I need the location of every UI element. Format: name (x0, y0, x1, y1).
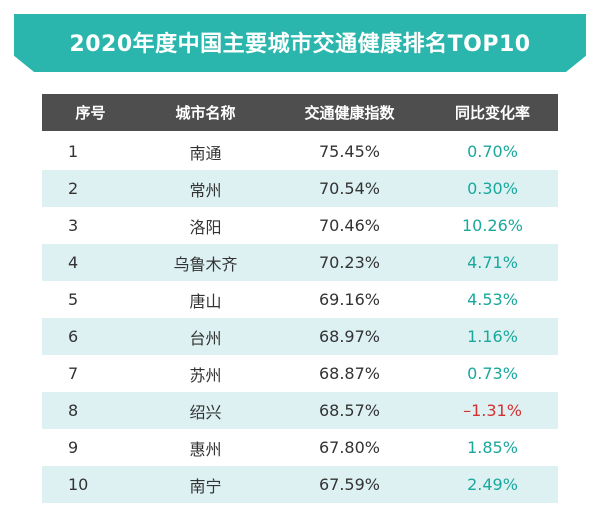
change-cell: 0.30% (467, 179, 518, 198)
index-cell: 68.97% (318, 327, 380, 346)
change-cell: 4.53% (467, 290, 518, 309)
change-cell: 4.71% (467, 253, 518, 272)
index-cell: 67.59% (318, 475, 380, 494)
index-cell: 68.57% (318, 401, 380, 420)
rank-cell: 7 (68, 364, 79, 383)
index-cell: 69.16% (318, 290, 380, 309)
rank-cell: 9 (68, 438, 79, 457)
table-row: 3 洛阳 70.46% 10.26% (42, 207, 558, 244)
index-cell: 70.23% (318, 253, 380, 272)
city-cell: 南通 (189, 143, 222, 163)
city-cell: 乌鲁木齐 (173, 254, 238, 274)
table-header-row: 序号 城市名称 交通健康指数 同比变化率 (42, 94, 558, 131)
city-cell: 绍兴 (189, 402, 222, 422)
rank-cell: 10 (68, 475, 89, 494)
table-row: 1 南通 75.45% 0.70% (42, 133, 558, 170)
header-rank: 序号 (75, 104, 106, 122)
rank-cell: 5 (68, 290, 79, 309)
change-cell: –1.31% (463, 401, 522, 420)
table-row: 2 常州 70.54% 0.30% (42, 170, 558, 207)
change-cell: 0.70% (467, 142, 518, 161)
table-row: 8 绍兴 68.57% –1.31% (42, 392, 558, 429)
change-cell: 2.49% (467, 475, 518, 494)
table-row: 9 惠州 67.80% 1.85% (42, 429, 558, 466)
rank-cell: 2 (68, 179, 79, 198)
header-change: 同比变化率 (454, 104, 530, 122)
city-cell: 常州 (189, 180, 222, 200)
index-cell: 70.54% (318, 179, 380, 198)
page-title: 2020年度中国主要城市交通健康排名TOP10 (69, 32, 531, 57)
rank-cell: 3 (68, 216, 79, 235)
table-row: 4 乌鲁木齐 70.23% 4.71% (42, 244, 558, 281)
ranking-table: 序号 城市名称 交通健康指数 同比变化率 1 南通 75.45% 0.70% 2… (42, 94, 558, 503)
city-cell: 台州 (189, 328, 222, 348)
city-cell: 苏州 (189, 365, 222, 385)
city-cell: 唐山 (189, 291, 222, 311)
index-cell: 70.46% (318, 216, 380, 235)
rank-cell: 6 (68, 327, 79, 346)
index-cell: 75.45% (318, 142, 380, 161)
rank-cell: 1 (68, 142, 79, 161)
index-cell: 68.87% (318, 364, 380, 383)
change-cell: 0.73% (467, 364, 518, 383)
header-index: 交通健康指数 (304, 104, 395, 122)
table-row: 5 唐山 69.16% 4.53% (42, 281, 558, 318)
rank-cell: 8 (68, 401, 79, 420)
table-row: 7 苏州 68.87% 0.73% (42, 355, 558, 392)
rank-cell: 4 (68, 253, 79, 272)
change-cell: 10.26% (461, 216, 523, 235)
change-cell: 1.85% (467, 438, 518, 457)
change-cell: 1.16% (467, 327, 518, 346)
index-cell: 67.80% (318, 438, 380, 457)
city-cell: 洛阳 (189, 217, 222, 237)
header-city: 城市名称 (175, 104, 236, 122)
table-row: 6 台州 68.97% 1.16% (42, 318, 558, 355)
city-cell: 南宁 (189, 476, 222, 496)
table-row: 10 南宁 67.59% 2.49% (42, 466, 558, 503)
title-banner: 2020年度中国主要城市交通健康排名TOP10 (14, 14, 586, 72)
city-cell: 惠州 (189, 439, 222, 459)
